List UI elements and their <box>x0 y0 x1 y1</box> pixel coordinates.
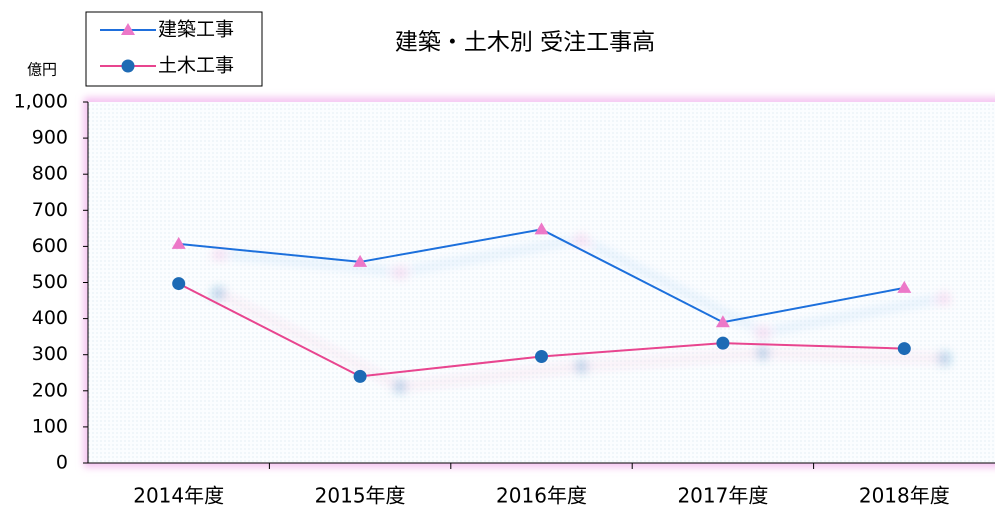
legend-label: 建築工事 <box>158 19 234 41</box>
x-tick-label: 2017年度 <box>677 484 768 508</box>
y-tick-label: 0 <box>56 452 68 474</box>
point <box>534 222 549 235</box>
x-tick-label: 2014年度 <box>133 484 224 508</box>
point <box>715 315 730 328</box>
x-tick-label: 2018年度 <box>859 484 950 508</box>
legend-marker <box>121 59 135 73</box>
y-tick-label: 200 <box>32 379 68 401</box>
plot-area <box>88 102 995 463</box>
x-tick-label: 2016年度 <box>496 484 587 508</box>
y-tick-label: 500 <box>32 271 68 293</box>
series <box>172 277 911 383</box>
y-axis-label: 億円 <box>27 61 57 79</box>
legend-box <box>85 11 263 87</box>
y-tick-label: 1,000 <box>14 91 68 113</box>
y-tick-label: 600 <box>32 235 68 257</box>
y-tick-label: 400 <box>32 307 68 329</box>
x-tick-label: 2015年度 <box>315 484 406 508</box>
chart-title: 建築・土木別 受注工事高 <box>395 30 655 56</box>
y-tick-label: 800 <box>32 163 68 185</box>
point <box>171 236 186 249</box>
point <box>535 350 548 364</box>
y-tick-label: 900 <box>32 127 68 149</box>
series <box>171 222 912 328</box>
y-tick-label: 300 <box>32 343 68 365</box>
point <box>897 342 911 356</box>
y-tick-label: 700 <box>32 199 68 221</box>
point <box>172 277 186 291</box>
y-tick-label: 100 <box>32 415 68 437</box>
point <box>353 254 368 267</box>
legend-label: 土木工事 <box>158 55 234 77</box>
legend-marker <box>121 23 135 35</box>
point <box>353 369 367 383</box>
point <box>716 336 730 350</box>
point <box>897 280 912 293</box>
